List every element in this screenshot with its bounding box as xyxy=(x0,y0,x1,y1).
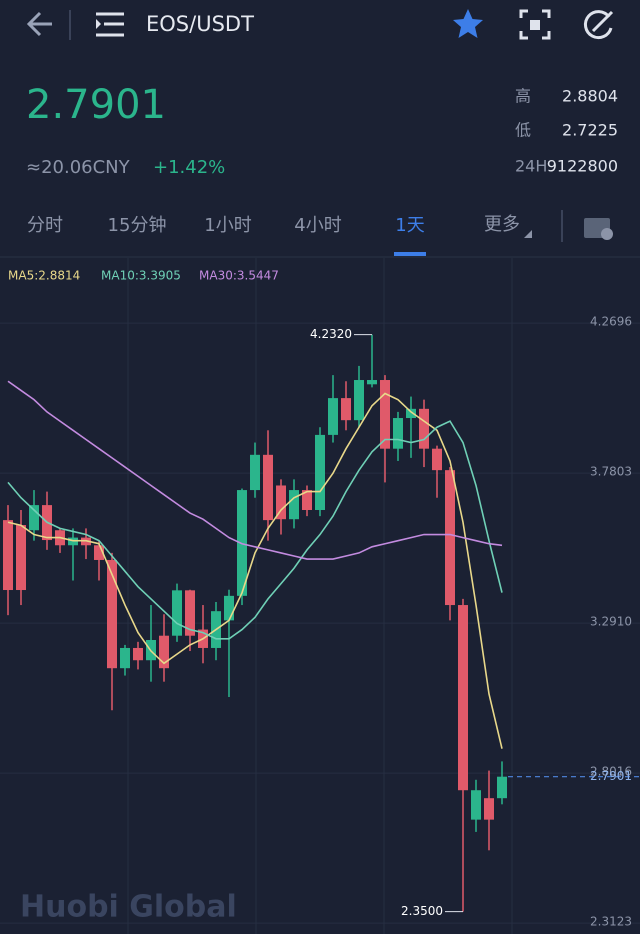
candle-body xyxy=(367,380,377,385)
candle-body xyxy=(159,635,169,669)
pair-title: EOS/USDT xyxy=(146,12,254,36)
tab[interactable]: 1小时 xyxy=(204,215,251,236)
tab[interactable]: 4小时 xyxy=(294,215,341,236)
candle-body xyxy=(263,454,273,521)
legend-entry: MA10:3.3905 xyxy=(101,269,181,283)
candle-body xyxy=(354,380,364,421)
stat-value: 9122800 xyxy=(547,157,618,176)
candle-body xyxy=(302,490,312,511)
tab-indicator xyxy=(394,252,426,256)
candle-body xyxy=(432,448,442,471)
menu-button[interactable] xyxy=(96,12,124,37)
candle-body xyxy=(224,595,234,621)
legend-entry: MA30:3.5447 xyxy=(199,269,279,283)
candle-body xyxy=(406,408,416,419)
candle-body xyxy=(16,525,26,591)
candle-body xyxy=(120,647,130,669)
candle-body xyxy=(497,776,507,799)
stat-value: 2.8804 xyxy=(562,87,618,106)
candle-body xyxy=(380,380,390,449)
stat-label: 高 xyxy=(515,87,531,106)
tab[interactable]: 15分钟 xyxy=(108,215,167,236)
candle-body xyxy=(289,490,299,520)
share-button[interactable] xyxy=(583,10,614,40)
dropdown-arrow xyxy=(524,230,532,238)
y-tick-label: 3.2910 xyxy=(590,615,632,629)
y-tick-label: 4.2696 xyxy=(590,315,632,329)
legend-entry: MA5:2.8814 xyxy=(8,269,80,283)
ma-line xyxy=(7,380,503,560)
change-percent: +1.42% xyxy=(153,157,225,178)
chart: 4.2696 3.7803 3.2910 2.8016 2.3123 MA5:2.8814… xyxy=(0,258,640,934)
candle-body xyxy=(341,398,351,421)
candle-body xyxy=(484,798,494,820)
tab[interactable]: 分时 xyxy=(27,215,63,236)
high-label: 4.2320 xyxy=(310,327,352,341)
candle-body xyxy=(29,505,39,531)
scan-button[interactable] xyxy=(519,9,551,40)
candle-body xyxy=(107,559,117,669)
candle-body xyxy=(393,418,403,449)
candle-body xyxy=(3,520,13,591)
low-label: 2.3500 xyxy=(401,904,443,918)
candle-body xyxy=(315,434,325,511)
candle-body xyxy=(458,605,468,791)
settings-button[interactable] xyxy=(584,218,613,240)
cny-price: ≈20.06CNY xyxy=(26,157,131,178)
candle-body xyxy=(250,454,260,491)
last-price-label: 2.7901 xyxy=(590,769,632,783)
y-tick-label: 3.7803 xyxy=(590,465,632,479)
ma-line xyxy=(7,392,503,749)
candle-body xyxy=(419,408,429,449)
candle-body xyxy=(172,590,182,636)
candle-body xyxy=(133,647,143,661)
ma-line xyxy=(7,420,503,640)
stat-label: 低 xyxy=(515,121,531,140)
candle-body xyxy=(445,470,455,606)
candle-body xyxy=(471,790,481,820)
tab-active[interactable]: 1天 xyxy=(395,215,424,236)
y-tick-label: 2.3123 xyxy=(590,915,632,929)
stat-label: 24H xyxy=(515,157,547,176)
candle-body xyxy=(328,398,338,435)
last-price: 2.7901 xyxy=(26,82,166,128)
favorite-star[interactable] xyxy=(453,9,483,38)
tab[interactable]: 更多 xyxy=(484,214,520,235)
candle-body xyxy=(276,485,286,520)
candle-body xyxy=(94,545,104,560)
stat-value: 2.7225 xyxy=(562,121,618,140)
candle-body xyxy=(185,590,195,636)
back-button[interactable] xyxy=(26,11,52,37)
y-tick-label: 2.8016 xyxy=(590,765,632,779)
